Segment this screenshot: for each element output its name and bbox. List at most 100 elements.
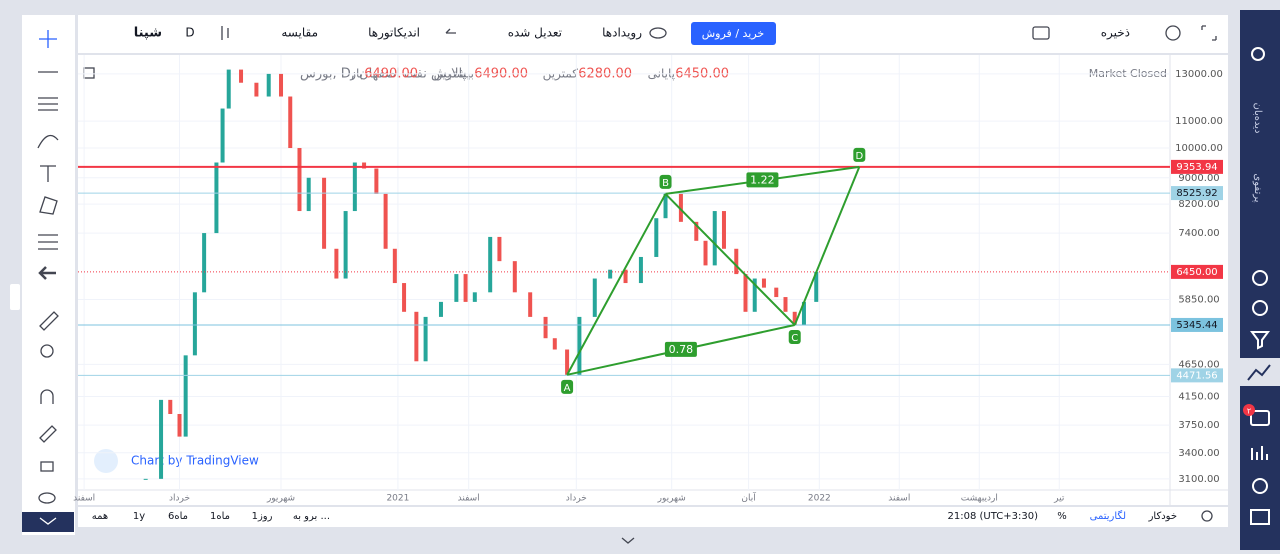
percent[interactable]: % (1057, 511, 1067, 522)
trade-label: خرید / فروش (702, 27, 764, 40)
alerts[interactable] (1252, 270, 1268, 286)
symbol[interactable]: شپنا (134, 26, 162, 41)
stats[interactable] (1251, 446, 1268, 460)
candle (306, 177, 311, 212)
filter[interactable] (1250, 331, 1270, 350)
range-1y[interactable]: 1y (133, 511, 145, 522)
candle (220, 108, 225, 163)
back-tool[interactable] (38, 266, 56, 280)
fullscreen[interactable] (1201, 25, 1217, 41)
events[interactable]: رویدادها (602, 26, 642, 41)
candle (322, 177, 327, 249)
bottom-expand[interactable] (621, 537, 635, 544)
magnet-tool[interactable] (40, 389, 54, 404)
pattern-line (664, 193, 796, 326)
candle (752, 278, 757, 312)
active-tab[interactable] (1240, 358, 1280, 386)
x-tick-label: تیر (1053, 494, 1065, 504)
text-tool[interactable] (40, 165, 56, 182)
price-label: 9353.94 (1176, 162, 1217, 173)
chart-tab-icon (1247, 364, 1271, 381)
settings[interactable] (1165, 25, 1181, 41)
candle (183, 355, 188, 437)
eye-tool[interactable] (38, 492, 56, 504)
bottom-settings[interactable] (1201, 510, 1213, 522)
adjusted[interactable]: تعدیل شده (508, 26, 562, 40)
chart-pane (78, 55, 1228, 505)
range-1d[interactable]: 1روز (252, 511, 273, 522)
candle (454, 274, 459, 302)
snapshot[interactable] (1032, 26, 1050, 40)
candle (438, 301, 443, 317)
draw-lock[interactable] (39, 425, 57, 443)
layout[interactable] (1250, 509, 1270, 525)
log-toggle[interactable]: لگاریتمی (1090, 510, 1126, 522)
price-label-bg (1171, 368, 1223, 383)
candle (783, 297, 788, 312)
candle (362, 162, 367, 169)
range-6m[interactable]: 6ماه (168, 511, 188, 522)
collapse-button[interactable] (22, 512, 74, 532)
left-expand[interactable] (10, 284, 20, 310)
y-tick-label: 5850.00 (1178, 294, 1219, 305)
range-all[interactable]: همه (92, 511, 108, 522)
candle (623, 269, 628, 284)
x-tick-label: شهریور (657, 494, 686, 504)
goto[interactable]: برو به ... (293, 511, 330, 522)
ruler-tool[interactable] (39, 311, 59, 331)
indicators[interactable]: اندیکاتورها (368, 26, 420, 41)
candle (254, 82, 259, 97)
interval[interactable]: D (185, 26, 194, 40)
x-tick-label: آبان (741, 492, 756, 504)
brush-tool[interactable] (37, 134, 59, 149)
lock-tool[interactable] (40, 461, 54, 472)
undo[interactable] (445, 28, 456, 34)
candle (352, 162, 357, 212)
watermark[interactable]: Chart by TradingView (131, 454, 259, 468)
portfolio-tab[interactable]: پرتفوی (1252, 173, 1263, 202)
ideas[interactable] (1252, 478, 1268, 494)
candle (334, 248, 339, 279)
history[interactable] (1252, 300, 1268, 316)
watchlist-tab[interactable]: دیده‌بان (1252, 103, 1263, 134)
candle (734, 248, 739, 275)
candle (654, 218, 659, 257)
x-tick-label: خرداد (566, 494, 587, 504)
search[interactable] (1251, 47, 1265, 61)
y-tick-label: 7400.00 (1178, 228, 1219, 239)
y-tick-label: 4150.00 (1178, 391, 1219, 402)
candle (392, 248, 397, 284)
chat[interactable] (1250, 410, 1270, 426)
y-tick-label: 13000.00 (1175, 69, 1223, 80)
candle (552, 338, 557, 350)
pattern-point-bg (853, 147, 866, 162)
clock: 21:08 (UTC+3:30) (948, 511, 1039, 522)
zoom-tool[interactable] (40, 344, 54, 358)
trade-button[interactable] (691, 22, 776, 45)
candle (192, 292, 197, 356)
compare[interactable]: مقایسه (281, 26, 318, 40)
pattern-line (793, 166, 861, 326)
x-tick-label: اسفند (458, 494, 480, 504)
pattern-tool[interactable] (39, 196, 58, 215)
candle (463, 274, 468, 302)
left-tools (37, 30, 59, 504)
price-label: 8525.92 (1176, 188, 1217, 199)
ratio-label: 0.78 (669, 343, 694, 356)
save[interactable]: ذخیره (1101, 26, 1130, 41)
left-toolbar (22, 15, 75, 535)
candle (423, 316, 428, 362)
chart-type[interactable] (221, 26, 229, 40)
candle (159, 399, 164, 479)
range-1m[interactable]: 1ماه (210, 511, 230, 522)
prediction-tool[interactable] (38, 234, 58, 250)
candle (497, 236, 502, 262)
pattern-point-label: D (855, 151, 863, 162)
price-label-bg (1171, 264, 1223, 279)
badge-dot (1243, 404, 1255, 416)
fib-tool[interactable] (38, 97, 58, 111)
y-tick-label: 3100.00 (1178, 474, 1219, 485)
auto-toggle[interactable]: خودکار (1148, 511, 1177, 522)
candle (592, 278, 597, 317)
crosshair[interactable] (39, 30, 57, 48)
